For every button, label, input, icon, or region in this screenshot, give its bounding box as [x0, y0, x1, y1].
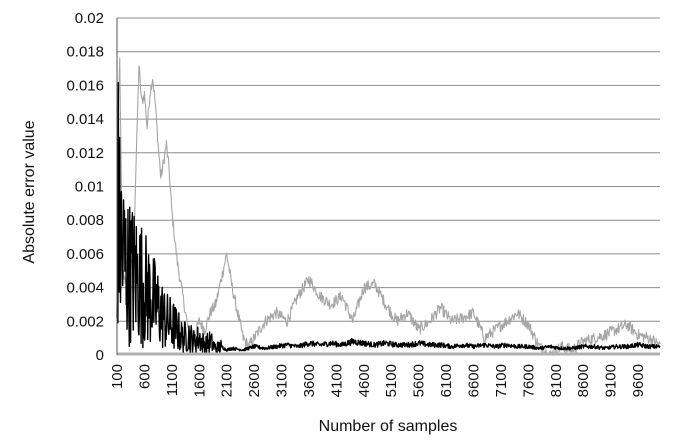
x-tick-label: 7600 — [520, 364, 537, 397]
y-tick-label: 0.01 — [75, 179, 104, 196]
y-tick-label: 0.012 — [66, 145, 104, 162]
series-layer — [116, 57, 661, 356]
x-tick-label: 1100 — [164, 364, 181, 396]
x-tick-label: 5600 — [411, 364, 428, 397]
y-tick-label: 0.016 — [66, 77, 104, 94]
y-tick-label: 0 — [96, 347, 104, 364]
x-tick-label: 2600 — [246, 364, 263, 397]
x-tick-label: 4100 — [328, 364, 345, 397]
gridlines — [117, 17, 660, 356]
x-tick-label: 4600 — [356, 364, 373, 397]
x-tick-label: 2100 — [219, 364, 236, 397]
y-tick-labels: 0 0.002 0.004 0.006 0.008 0.01 0.012 0.014 0.016… — [66, 10, 104, 364]
y-tick-label: 0.006 — [66, 246, 104, 263]
x-tick-label: 8100 — [548, 364, 565, 397]
y-tick-label: 0.008 — [66, 212, 104, 229]
x-axis-title: Number of samples — [319, 418, 458, 435]
y-tick-label: 0.014 — [66, 111, 104, 128]
x-tick-label: 3600 — [301, 364, 318, 397]
x-tick-label: 1600 — [191, 364, 208, 397]
y-tick-label: 0.004 — [66, 280, 104, 297]
y-tick-label: 0.02 — [75, 10, 104, 27]
x-tick-labels: 100 600 1100 1600 2100 2600 3100 3600 4100 4600 51… — [109, 364, 647, 397]
series-line-black — [116, 82, 661, 355]
x-tick-label: 7100 — [493, 364, 510, 397]
x-tick-label: 5100 — [383, 364, 400, 397]
x-tick-label: 9600 — [630, 364, 647, 397]
x-tick-label: 3100 — [274, 364, 291, 397]
x-tick-label: 100 — [109, 364, 126, 389]
x-tick-label: 6100 — [438, 364, 455, 397]
x-tick-label: 8600 — [575, 364, 592, 397]
y-tick-label: 0.018 — [66, 44, 104, 61]
x-tick-label: 6600 — [466, 364, 483, 397]
y-axis-title: Absolute error value — [21, 120, 38, 263]
y-tick-label: 0.002 — [66, 313, 104, 330]
x-tick-label: 600 — [136, 364, 153, 389]
x-tick-label: 9100 — [603, 364, 620, 397]
